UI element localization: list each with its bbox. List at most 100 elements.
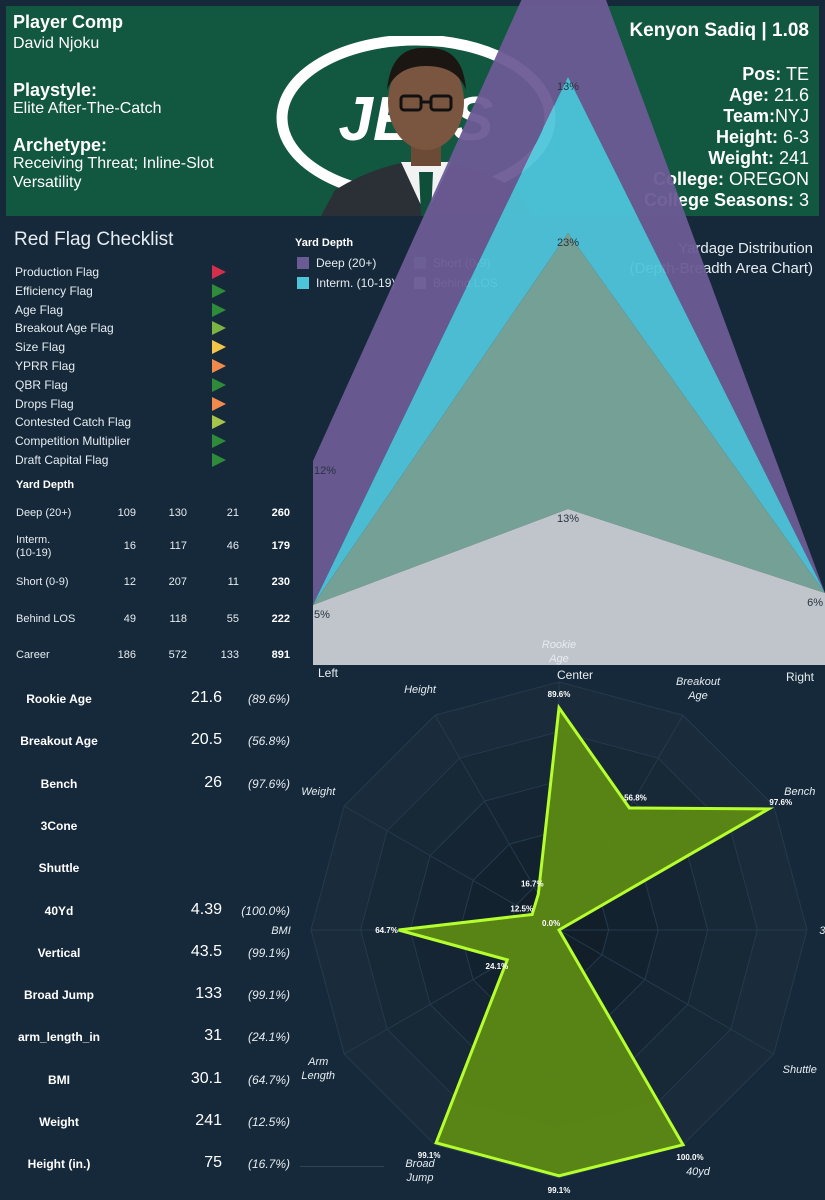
- metric-value: 75: [204, 1154, 222, 1172]
- area-chart-title: Yardage Distribution: [678, 240, 813, 257]
- flag-indicator: [212, 283, 226, 298]
- yard-cell: 118: [169, 613, 187, 625]
- height-line: Height: 6-3: [715, 127, 809, 147]
- yard-cell: 207: [168, 576, 187, 588]
- radar-axis-label: Height: [404, 684, 437, 696]
- metric-percentile: (16.7%): [247, 1157, 290, 1172]
- yard-total: 230: [271, 576, 290, 588]
- radar-grid-spoke: [558, 929, 775, 1055]
- metric-value: 4.39: [190, 900, 222, 918]
- metric-percentile: (100.0%): [241, 903, 290, 918]
- playstyle-value: Elite After-The-Catch: [13, 100, 162, 117]
- radar-axis-label: BMI: [271, 925, 291, 937]
- radar-value-label: 99.1%: [418, 1151, 441, 1160]
- yard-total: 222: [271, 613, 290, 625]
- metric-value: 26: [204, 773, 222, 791]
- yard-row-label: Short (0-9): [16, 576, 69, 588]
- flag-indicator: [212, 415, 226, 430]
- metric-label: Breakout Age: [20, 734, 98, 749]
- yard-total: 179: [271, 540, 290, 552]
- radar-value-label: 56.8%: [624, 794, 647, 803]
- legend-label: Interm. (10-19): [316, 276, 396, 290]
- metric-value: 241: [195, 1112, 222, 1129]
- metric-percentile: (12.5%): [247, 1115, 290, 1129]
- metric-percentile: (89.6%): [247, 692, 290, 706]
- area-data-label: 13%: [557, 513, 579, 525]
- playstyle-title: Playstyle:: [13, 80, 98, 100]
- yard-total: 891: [271, 649, 290, 661]
- radar-axis-label: Breakout Age: [676, 676, 721, 702]
- radar-value-label: 100.0%: [676, 1153, 703, 1162]
- radar-value-label: 16.7%: [521, 880, 544, 889]
- checklist-title: Red Flag Checklist: [14, 229, 174, 250]
- flag-label: Drops Flag: [15, 396, 74, 411]
- yard-cell: 46: [226, 540, 239, 552]
- yard-row-label: Interm.: [16, 534, 51, 546]
- metric-label: Rookie Age: [26, 692, 92, 706]
- metric-value: 21.6: [190, 689, 222, 706]
- flag-label: Age Flag: [15, 302, 64, 317]
- yard-cell: 11: [227, 576, 239, 588]
- metric-label: BMI: [48, 1072, 70, 1087]
- age-line: Age: 21.6: [728, 85, 809, 105]
- metric-value: 30.1: [190, 1069, 222, 1087]
- legend-label: Deep (20+): [316, 256, 377, 270]
- divider: [300, 1166, 384, 1167]
- weight-line: Weight: 241: [708, 148, 809, 168]
- radar-value-label: 99.1%: [548, 1186, 571, 1195]
- yard-cell: 21: [226, 507, 239, 519]
- metric-percentile: (97.6%): [247, 776, 290, 791]
- player-comp-title: Player Comp: [13, 12, 124, 32]
- team-line: Team:NYJ: [723, 106, 809, 126]
- yard-cell: 55: [226, 613, 239, 625]
- flag-indicator: [212, 453, 226, 467]
- radar-axis-label: Shuttle: [783, 1064, 817, 1076]
- area-data-label: 23%: [557, 237, 579, 249]
- flag-indicator: [212, 302, 226, 317]
- flag-label: Production Flag: [15, 265, 100, 279]
- area-data-label: 5%: [314, 609, 330, 621]
- radar-axis-label: Arm Length: [301, 1056, 335, 1082]
- metric-label: Weight: [39, 1115, 79, 1129]
- flag-label: Contested Catch Flag: [15, 415, 132, 430]
- yard-cell: 49: [123, 613, 136, 625]
- radar-axis-label: Broad Jump: [405, 1158, 435, 1184]
- flag-label: Draft Capital Flag: [15, 453, 109, 467]
- metric-percentile: (99.1%): [247, 988, 290, 1003]
- metric-value: 43.5: [190, 942, 222, 960]
- flag-label: Breakout Age Flag: [15, 321, 114, 336]
- metric-percentile: (99.1%): [247, 945, 290, 960]
- metric-label: 3Cone: [40, 818, 78, 833]
- archetype-line1: Receiving Threat; Inline-Slot: [13, 155, 214, 172]
- area-category-label: Right: [786, 670, 815, 684]
- yard-table-title: Yard Depth: [16, 479, 75, 491]
- flag-indicator: [212, 359, 226, 373]
- radar-axis-label: Rookie Age: [542, 639, 576, 665]
- metric-label: Broad Jump: [23, 988, 94, 1003]
- area-series: [313, 77, 825, 605]
- flag-label: QBR Flag: [15, 377, 68, 392]
- yard-cell: 16: [123, 540, 136, 552]
- flag-indicator: [212, 340, 226, 355]
- yard-cell: 186: [117, 649, 136, 661]
- metric-percentile: (56.8%): [247, 734, 290, 749]
- yard-total: 260: [271, 507, 290, 519]
- yard-row-label: Career: [16, 649, 50, 661]
- flag-label: Efficiency Flag: [15, 283, 93, 298]
- metric-label: Bench: [40, 776, 78, 791]
- area-data-label: 12%: [314, 465, 336, 477]
- flag-label: Competition Multiplier: [15, 434, 131, 449]
- flag-indicator: [212, 434, 226, 449]
- radar-value-label: 97.6%: [769, 798, 792, 807]
- metric-label: Vertical: [37, 945, 81, 960]
- radar-value-label: 64.7%: [375, 926, 398, 935]
- yard-cell: 572: [168, 649, 187, 661]
- area-category-label: Left: [318, 666, 339, 680]
- yard-cell: 12: [123, 576, 136, 588]
- archetype-title: Archetype:: [13, 135, 108, 155]
- yard-row-label: (10-19): [16, 547, 52, 559]
- radar-grid-spoke: [343, 805, 560, 931]
- radar-value-label: 24.1%: [486, 962, 509, 971]
- metric-label: Shuttle: [38, 861, 80, 876]
- radar-value-label: 12.5%: [510, 905, 533, 914]
